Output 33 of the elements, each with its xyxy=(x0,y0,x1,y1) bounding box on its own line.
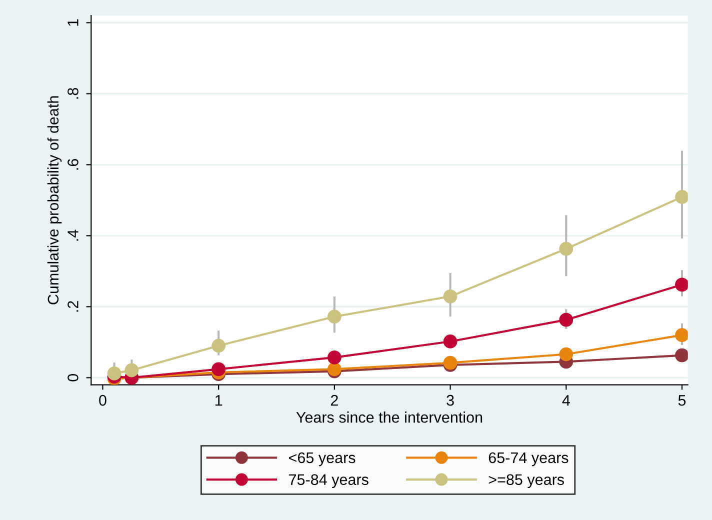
point xyxy=(124,363,139,378)
point xyxy=(559,347,574,362)
y-tick-label: 1 xyxy=(68,19,78,26)
point xyxy=(443,334,458,348)
point xyxy=(559,242,574,256)
point xyxy=(327,310,342,324)
y-tick-label: .2 xyxy=(68,301,78,312)
x-tick-label: 3 xyxy=(446,394,454,406)
point xyxy=(559,312,574,327)
y-axis-title: Cumulative probability of death xyxy=(47,96,62,304)
legend-label: >=85 years xyxy=(488,474,564,488)
x-tick-label: 0 xyxy=(99,394,106,406)
point xyxy=(107,366,122,380)
point xyxy=(675,328,688,342)
x-tick-label: 2 xyxy=(330,394,338,406)
x-tick-label: 1 xyxy=(215,395,222,406)
point xyxy=(212,338,226,353)
y-tick-label: .4 xyxy=(68,230,78,241)
point xyxy=(675,278,688,292)
legend-label: 65-74 years xyxy=(488,452,568,466)
y-tick-label: .6 xyxy=(68,159,78,170)
y-tick-label: 0 xyxy=(68,374,78,382)
y-tick-label: .8 xyxy=(68,88,78,99)
x-tick-label: 5 xyxy=(678,395,686,406)
legend-label: <65 years xyxy=(289,452,356,466)
point xyxy=(675,348,688,362)
x-axis-title: Years since the intervention xyxy=(296,412,482,423)
point xyxy=(212,362,226,376)
x-tick-label: 4 xyxy=(562,395,570,406)
point xyxy=(327,350,342,364)
legend-label: 75-84 years xyxy=(289,474,368,488)
point xyxy=(675,190,688,204)
point xyxy=(443,289,458,304)
